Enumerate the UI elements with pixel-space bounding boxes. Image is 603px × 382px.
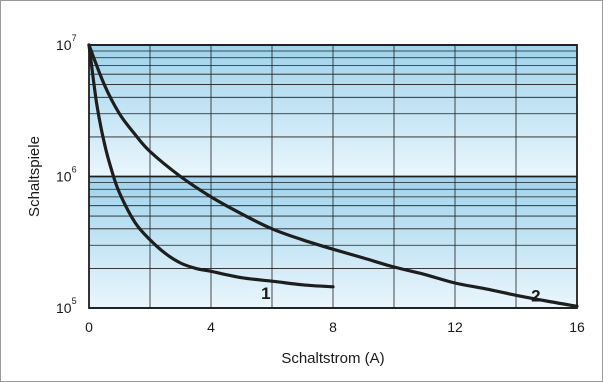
x-axis-label: Schaltstrom (A): [281, 350, 384, 367]
x-tick-label: 8: [329, 319, 337, 335]
x-tick-label: 16: [569, 319, 585, 335]
x-tick-label: 4: [207, 319, 215, 335]
series-line-1: [87, 43, 335, 289]
series-line-2: [87, 43, 579, 308]
y-tick-label: 105: [56, 296, 77, 316]
plot-border: [88, 44, 578, 309]
y-axis-label: Schaltspiele: [26, 136, 43, 217]
x-tick-label: 0: [85, 319, 93, 335]
x-tick-label: 12: [447, 319, 463, 335]
series-label-1: 1: [261, 284, 270, 303]
y-tick-label: 107: [56, 33, 77, 53]
series-label-2: 2: [531, 286, 540, 305]
y-tick-label: 106: [56, 165, 77, 185]
